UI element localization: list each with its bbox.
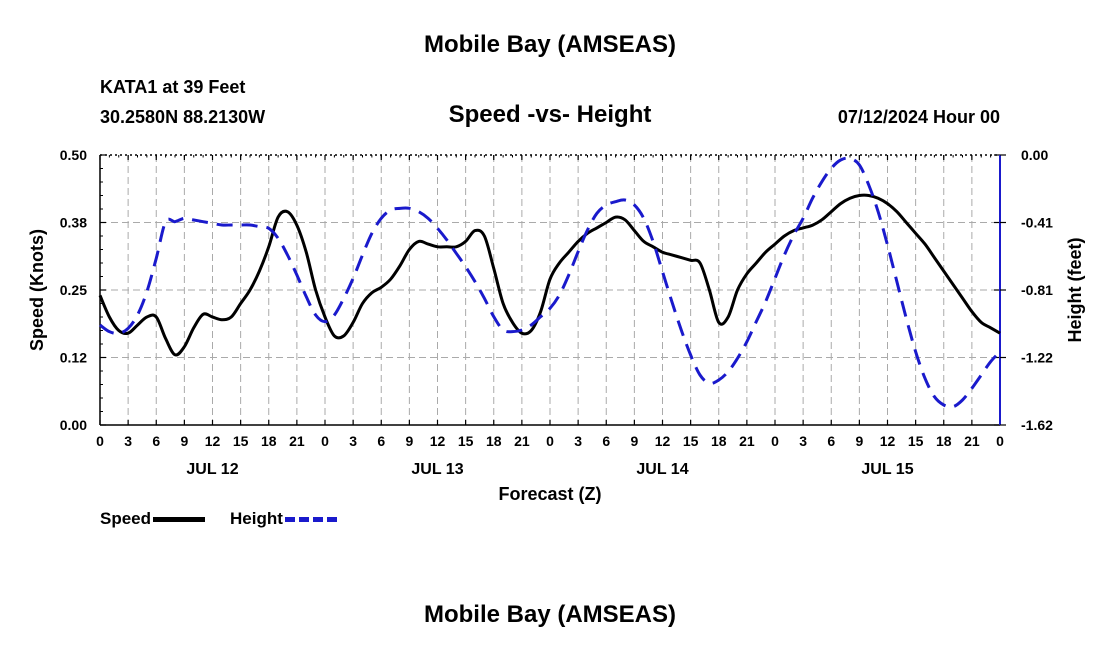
y-tick-label: 0.12 (60, 350, 87, 366)
x-tick-label: 21 (739, 433, 755, 449)
y-tick-label: 0.25 (60, 282, 87, 298)
y2-tick-label: -1.22 (1021, 350, 1053, 366)
x-tick-label: 9 (630, 433, 638, 449)
legend-speed-label: Speed (100, 509, 152, 528)
footer-title: Mobile Bay (AMSEAS) (423, 601, 677, 628)
speed-series-line (98, 193, 1001, 357)
forecast-datetime: 07/12/2024 Hour 00 (837, 107, 1000, 127)
height-series-line (99, 156, 1002, 409)
x-tick-label: 0 (771, 433, 779, 449)
day-label: JUL 15 (861, 461, 913, 478)
x-tick-label: 15 (908, 433, 924, 449)
x-tick-label: 3 (574, 433, 582, 449)
x-tick-label: 0 (546, 433, 554, 449)
y-tick-label: 0.50 (60, 147, 87, 163)
x-tick-label: 18 (711, 433, 727, 449)
legend-speed-swatch (153, 517, 206, 523)
x-tick-label: 15 (233, 433, 249, 449)
x-tick-label: 6 (602, 433, 610, 449)
x-tick-label: 15 (458, 433, 474, 449)
x-tick-label: 0 (96, 433, 104, 449)
x-tick-label: 18 (936, 433, 952, 449)
legend-speed: Speed (100, 509, 206, 529)
x-tick-label: 21 (289, 433, 305, 449)
y2-axis-title: Height (feet) (1065, 238, 1085, 343)
x-tick-label: 0 (996, 433, 1004, 449)
x-tick-label: 6 (827, 433, 835, 449)
x-tick-label: 6 (152, 433, 160, 449)
y2-tick-label: -0.81 (1021, 282, 1053, 298)
day-label: JUL 14 (636, 461, 688, 478)
day-label: JUL 12 (186, 461, 238, 478)
x-tick-label: 21 (964, 433, 980, 449)
station-label: KATA1 at 39 Feet (100, 77, 246, 97)
x-axis-title: Forecast (Z) (498, 484, 601, 504)
chart-title: Mobile Bay (AMSEAS) (423, 31, 677, 58)
x-tick-label: 18 (261, 433, 277, 449)
x-tick-label: 12 (655, 433, 671, 449)
x-tick-label: 9 (180, 433, 188, 449)
x-tick-label: 3 (124, 433, 132, 449)
y2-tick-label: 0.00 (1021, 147, 1048, 163)
x-tick-label: 18 (486, 433, 502, 449)
x-tick-label: 12 (205, 433, 221, 449)
y-tick-label: 0.00 (60, 417, 87, 433)
legend-height-swatch (284, 517, 337, 523)
x-tick-label: 3 (799, 433, 807, 449)
x-tick-label: 6 (377, 433, 385, 449)
x-tick-label: 12 (430, 433, 446, 449)
x-tick-label: 0 (321, 433, 329, 449)
y-tick-label: 0.38 (60, 215, 87, 231)
x-tick-label: 9 (405, 433, 413, 449)
x-tick-label: 15 (683, 433, 699, 449)
x-tick-label: 9 (855, 433, 863, 449)
x-tick-label: 21 (514, 433, 530, 449)
station-coords: 30.2580N 88.2130W (100, 107, 266, 127)
y2-tick-label: -0.41 (1021, 215, 1053, 231)
legend-height-label: Height (230, 509, 283, 528)
y-axis-title: Speed (Knots) (27, 229, 47, 351)
legend-height: Height (230, 509, 337, 529)
x-tick-label: 12 (880, 433, 896, 449)
chart-subtitle: Speed -vs- Height (448, 101, 652, 128)
y2-tick-label: -1.62 (1021, 417, 1053, 433)
x-tick-label: 3 (349, 433, 357, 449)
day-label: JUL 13 (411, 461, 463, 478)
